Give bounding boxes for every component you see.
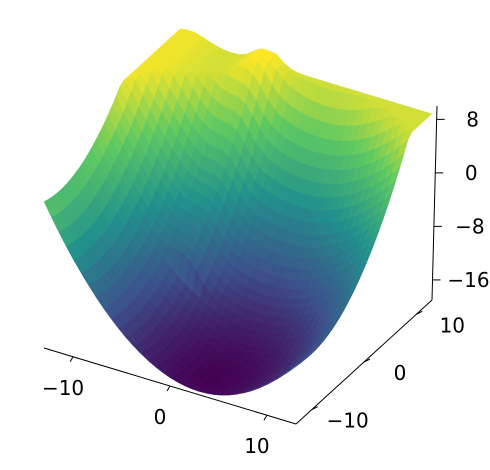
y-axis-ticks: −10 0 10 bbox=[311, 310, 465, 433]
x-tick-label: −10 bbox=[42, 376, 84, 400]
z-tick-label: −8 bbox=[455, 214, 484, 238]
y-tick-mark bbox=[363, 358, 371, 363]
x-tick-label: 0 bbox=[154, 405, 167, 429]
z-tick-label: 8 bbox=[466, 107, 479, 131]
surface-patch bbox=[288, 362, 301, 371]
z-axis-ticks: −16 −8 0 8 bbox=[432, 107, 490, 292]
y-tick-label: 0 bbox=[394, 361, 407, 385]
x-tick-label: 10 bbox=[244, 434, 269, 458]
axes-group: −10 0 10 −10 0 10 −16 −8 0 8 bbox=[42, 105, 490, 458]
x-tick-mark bbox=[263, 414, 268, 421]
z-tick-label: −16 bbox=[447, 268, 489, 292]
y-tick-mark bbox=[416, 310, 423, 315]
z-tick-label: 0 bbox=[465, 161, 478, 185]
y-tick-label: −10 bbox=[327, 409, 369, 433]
surface-mesh bbox=[43, 28, 433, 396]
x-tick-mark bbox=[69, 356, 74, 363]
y-tick-mark bbox=[311, 406, 318, 411]
y-tick-label: 10 bbox=[440, 313, 465, 337]
z-axis-line bbox=[431, 105, 438, 301]
x-axis-ticks: −10 0 10 bbox=[42, 356, 270, 458]
x-tick-mark bbox=[166, 385, 171, 392]
